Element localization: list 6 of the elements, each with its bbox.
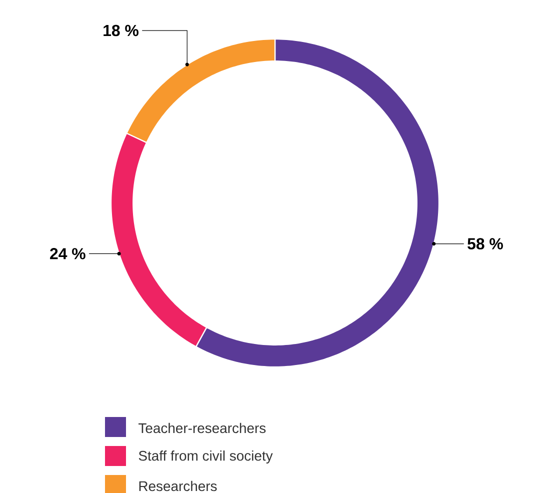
legend-label: Teacher-researchers bbox=[138, 422, 266, 434]
legend-label: Staff from civil society bbox=[138, 450, 273, 464]
data-label: 18 % bbox=[104, 24, 138, 36]
legend-label: Researchers bbox=[139, 480, 217, 492]
data-label: 24 % bbox=[50, 248, 86, 260]
data-label: 58 % bbox=[468, 238, 503, 250]
